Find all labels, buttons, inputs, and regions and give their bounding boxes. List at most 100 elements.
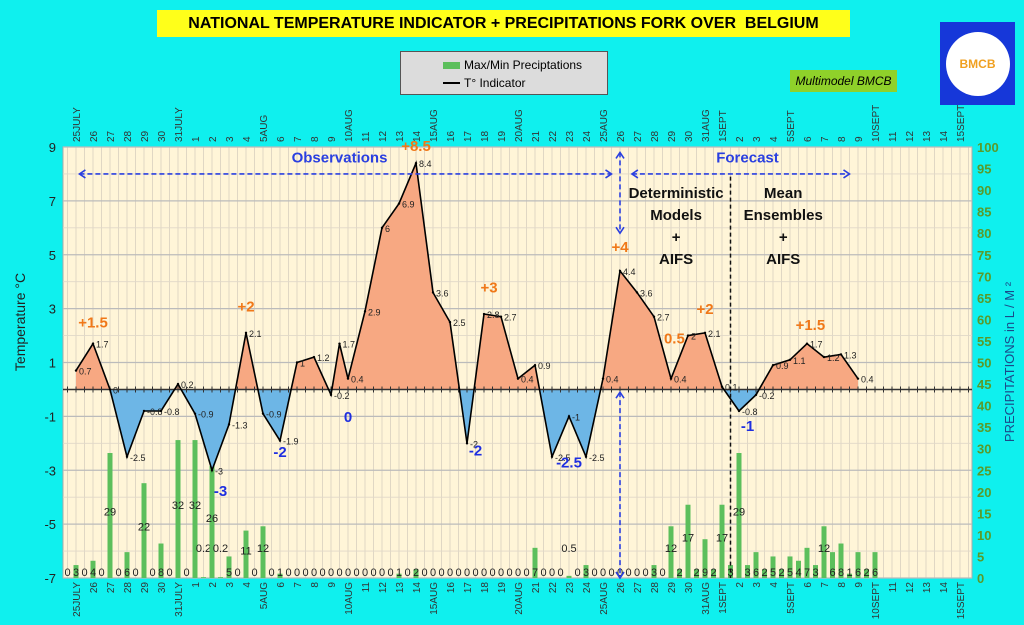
top-date-label: 21: [531, 130, 542, 142]
temp-point: [261, 412, 265, 415]
precip-bar: [838, 543, 844, 578]
temp-point: [278, 439, 282, 442]
top-date-label: 27: [633, 130, 644, 142]
top-date-label: 8: [837, 136, 848, 142]
arrowhead-icon: [615, 390, 625, 399]
precip-value-label: 0: [625, 567, 631, 579]
bottom-date-label: 3: [752, 582, 763, 588]
top-date-label: 27: [106, 130, 117, 142]
precip-bar: [711, 569, 716, 578]
y-tick-label: 1: [49, 356, 56, 371]
top-date-label: 13: [922, 130, 933, 142]
precip-bar: [779, 569, 784, 578]
temp-value-label: 6: [385, 224, 390, 234]
temp-point: [142, 409, 146, 413]
temp-point: [839, 353, 843, 356]
deterministic-label: AIFS: [659, 251, 693, 268]
temp-value-label: -2.5: [130, 453, 146, 463]
precip-bar: [73, 565, 79, 578]
precip-value-label: 12: [257, 543, 269, 555]
temp-value-label: 0.4: [521, 375, 534, 385]
precip-value-label: 0: [489, 567, 495, 579]
bmcb-logo: BMCB: [940, 22, 1015, 105]
precip-value-label: 3: [583, 567, 589, 579]
y-axis-title: Temperature °C: [12, 273, 28, 371]
precip-bar: [226, 556, 232, 578]
y-tick-label: 5: [49, 248, 56, 263]
bottom-date-label: 4: [769, 582, 780, 588]
temp-point: [771, 363, 775, 367]
temp-point: [363, 310, 367, 313]
bottom-date-label: 27: [633, 582, 644, 594]
precip-value-label: 0: [591, 567, 597, 579]
precip-bar: [201, 577, 206, 578]
precip-value-label: 22: [138, 522, 150, 534]
bottom-date-label: 2: [735, 582, 746, 588]
precip-value-label: 0: [549, 567, 555, 579]
y2-tick-label: 65: [977, 291, 991, 306]
arrowhead-icon: [77, 169, 86, 179]
bottom-date-label: 26: [89, 582, 100, 594]
legend-item-precip: Max/Min Preciptations: [443, 58, 582, 72]
annotation-negative: -2.5: [556, 455, 582, 472]
y2-tick-label: 40: [977, 399, 991, 414]
top-date-label: 10AUG: [344, 109, 355, 142]
top-date-label: 6: [276, 136, 287, 142]
bottom-date-label: 8: [310, 582, 321, 588]
bar-swatch-icon: [443, 61, 460, 69]
temp-point: [193, 412, 197, 415]
precip-value-label: 6: [124, 567, 130, 579]
y2-tick-label: 50: [977, 356, 991, 371]
temp-value-label: 0.9: [776, 361, 789, 371]
y2-tick-label: 5: [977, 549, 984, 564]
top-date-label: 22: [548, 130, 559, 142]
precip-value-label: 32: [172, 500, 184, 512]
precip-value-label: 17: [716, 532, 728, 544]
top-date-label: 18: [480, 130, 491, 142]
precip-bar: [821, 526, 827, 578]
precip-value-label: 0.2: [213, 543, 228, 555]
precip-bar: [209, 465, 215, 578]
annotation-negative: -2: [273, 444, 286, 461]
precip-value-label: 2: [676, 567, 682, 579]
temp-point: [618, 269, 622, 273]
bottom-date-label: 22: [548, 582, 559, 594]
precip-value-label: 0: [294, 567, 300, 579]
precip-bar: [668, 526, 674, 578]
bottom-date-label: 15SEPT: [956, 582, 967, 619]
annotation-positive: +1.5: [78, 314, 108, 331]
temp-value-label: 2.8: [487, 310, 500, 320]
top-date-label: 11: [888, 131, 899, 142]
annotation-negative: 0: [344, 409, 352, 426]
temp-value-label: 0.4: [606, 375, 619, 385]
temp-point: [74, 369, 78, 372]
temp-value-label: 1.7: [96, 340, 109, 350]
y2-tick-label: 45: [977, 377, 991, 392]
ensembles-label: AIFS: [766, 251, 800, 268]
y2-tick-label: 90: [977, 183, 991, 198]
temp-value-label: -2.5: [589, 453, 605, 463]
temp-point: [227, 423, 231, 426]
temp-value-label: 1.3: [844, 350, 857, 360]
temp-point: [635, 291, 639, 294]
temp-point: [108, 388, 112, 391]
temp-value-label: 0.1: [725, 383, 738, 393]
bottom-date-label: 25JULY: [72, 582, 83, 617]
precip-bar: [719, 504, 725, 578]
top-date-label: 24: [582, 130, 593, 142]
bottom-date-label: 15AUG: [429, 582, 440, 615]
precip-value-label: 0: [481, 567, 487, 579]
temp-area-positive: [76, 163, 858, 390]
top-date-label: 31JULY: [174, 107, 185, 142]
temp-point: [686, 334, 690, 337]
precip-value-label: 0: [115, 567, 121, 579]
top-date-label: 2: [208, 136, 219, 142]
temp-point: [669, 377, 673, 380]
bottom-date-label: 29: [140, 582, 151, 594]
y2-tick-label: 25: [977, 463, 991, 478]
temp-point: [448, 320, 452, 324]
precip-value-label: 2: [761, 567, 767, 579]
bottom-date-label: 1SEPT: [718, 582, 729, 614]
y2-tick-label: 35: [977, 420, 991, 435]
top-date-label: 29: [140, 130, 151, 142]
